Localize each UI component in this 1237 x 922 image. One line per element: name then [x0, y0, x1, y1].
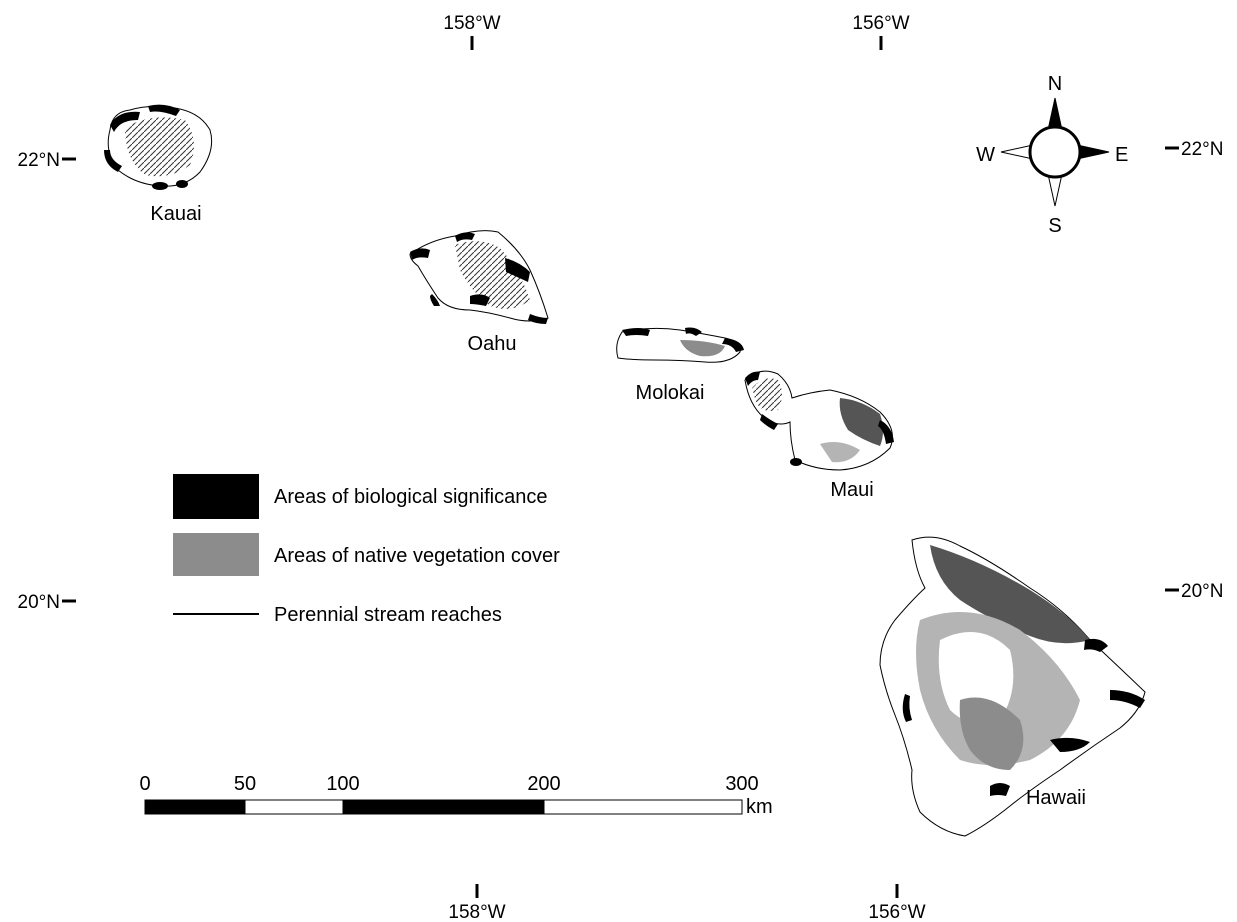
- scale-tick-200: 200: [527, 773, 560, 795]
- lat-label-22-right: 22°N: [1181, 139, 1223, 160]
- lon-label-158-bottom: 158°W: [448, 902, 505, 922]
- island-molokai: [616, 327, 744, 363]
- island-label-kauai: Kauai: [150, 203, 201, 225]
- compass-rose: N S E W: [976, 73, 1128, 237]
- island-kauai: [104, 104, 213, 190]
- scale-tick-50: 50: [234, 773, 256, 795]
- legend-label-vegetation: Areas of native vegetation cover: [274, 545, 560, 567]
- island-label-oahu: Oahu: [468, 333, 517, 355]
- compass-west-label: W: [976, 144, 995, 166]
- scale-tick-0: 0: [139, 773, 150, 795]
- legend-swatch-vegetation: [173, 533, 259, 576]
- legend-label-streams: Perennial stream reaches: [274, 604, 502, 626]
- legend-swatch-biological: [173, 474, 259, 519]
- scale-bar: 0 50 100 200 300 km: [139, 773, 772, 818]
- compass-north-label: N: [1048, 73, 1062, 95]
- island-label-maui: Maui: [830, 479, 873, 501]
- legend: Areas of biological significance Areas o…: [173, 474, 560, 626]
- scale-tick-300: 300: [725, 773, 758, 795]
- lat-label-20-right: 20°N: [1181, 581, 1223, 602]
- island-maui: [744, 370, 894, 471]
- lat-label-20-left: 20°N: [18, 592, 60, 613]
- lon-label-158-top: 158°W: [443, 13, 500, 34]
- lat-label-22-left: 22°N: [18, 150, 60, 171]
- scale-unit: km: [746, 796, 773, 818]
- lon-label-156-bottom: 156°W: [868, 902, 925, 922]
- compass-east-label: E: [1115, 144, 1128, 166]
- compass-south-label: S: [1048, 215, 1061, 237]
- lon-label-156-top: 156°W: [852, 13, 909, 34]
- island-label-molokai: Molokai: [636, 382, 705, 404]
- island-label-hawaii: Hawaii: [1026, 787, 1086, 809]
- scale-tick-100: 100: [326, 773, 359, 795]
- island-oahu: [409, 230, 549, 324]
- legend-label-biological: Areas of biological significance: [274, 486, 548, 508]
- island-hawaii: [879, 536, 1146, 837]
